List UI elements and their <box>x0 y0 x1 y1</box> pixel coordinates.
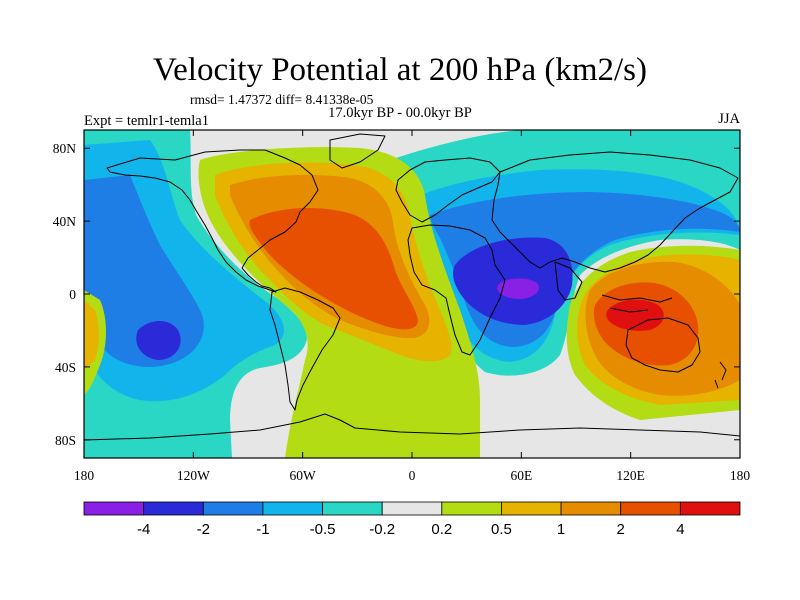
x-tick-label: 120W <box>177 468 210 483</box>
y-tick-label: 80N <box>53 141 77 156</box>
coastlines <box>84 133 740 441</box>
x-tick-label: 60W <box>290 468 317 483</box>
period-label: 17.0kyr BP - 00.0kyr BP <box>328 105 472 121</box>
contour-band-0.5 <box>84 300 99 370</box>
x-tick-label: 0 <box>409 468 416 483</box>
colorbar-swatch <box>620 501 681 516</box>
x-tick-label: 120E <box>616 468 645 483</box>
y-tick-label: 0 <box>69 287 76 302</box>
contour-band--2 <box>136 321 181 360</box>
colorbar-swatch <box>143 501 204 516</box>
colorbar-label: -2 <box>197 521 210 538</box>
contour-band--4 <box>497 278 540 299</box>
coastline-indonesia <box>601 294 673 313</box>
rmsd-diff-stats: rmsd= 1.47372 diff= 8.41338e-05 <box>190 92 374 107</box>
figure-title: Velocity Potential at 200 hPa (km2/s) <box>152 52 648 88</box>
coastline-india <box>554 261 583 301</box>
coastline-europe <box>395 157 501 223</box>
colorbar-swatch <box>441 501 502 516</box>
colorbar-swatch <box>202 501 264 516</box>
coastline-new-zealand <box>714 361 727 389</box>
coastline-south-america <box>269 287 341 411</box>
colorbar-swatch <box>679 501 741 516</box>
y-tick-label: 80S <box>55 433 76 448</box>
y-tick-label: 40S <box>55 360 76 375</box>
colorbar-label: 0.5 <box>491 521 512 538</box>
colorbar-swatch <box>381 501 443 516</box>
colorbar-label: -0.5 <box>310 521 336 538</box>
colorbar: -4 -2 -1 -0.5 -0.2 0.2 0.5 1 2 4 <box>83 501 741 538</box>
colorbar-label: -1 <box>256 521 269 538</box>
colorbar-swatch <box>501 501 562 516</box>
coastline-africa <box>407 224 506 356</box>
contour-band-2 <box>249 208 418 330</box>
colorbar-swatch <box>560 501 622 516</box>
x-tick-label: 60E <box>510 468 532 483</box>
axis-labels: 180 120W 60W 0 60E 120E 180 80N 40N 0 40S 80S <box>53 141 751 483</box>
y-tick-label: 40N <box>53 214 77 229</box>
colorbar-label: -4 <box>137 521 150 538</box>
axis-ticks <box>83 130 741 458</box>
colorbar-label: 2 <box>617 521 625 538</box>
coastline-asia <box>491 151 739 273</box>
contour-band-4 <box>606 299 664 331</box>
contour-band--1 <box>84 175 204 367</box>
contour-field <box>84 130 740 458</box>
experiment-label: Expt = temlr1-temla1 <box>84 113 209 129</box>
coastline-antarctica <box>84 413 740 441</box>
season-label: JJA <box>718 111 740 127</box>
coastline-australia <box>625 317 701 373</box>
colorbar-label: 1 <box>557 521 565 538</box>
colorbar-swatch <box>262 501 323 516</box>
colorbar-label: 4 <box>676 521 684 538</box>
colorbar-label: -0.2 <box>369 521 395 538</box>
positive-contours <box>84 147 740 458</box>
colorbar-label: 0.2 <box>431 521 452 538</box>
coastline-greenland <box>329 133 386 169</box>
colorbar-swatch <box>322 501 383 516</box>
x-tick-label: 180 <box>74 468 95 483</box>
x-tick-label: 180 <box>730 468 751 483</box>
coastline-north-america <box>106 149 319 293</box>
colorbar-swatch <box>83 501 145 516</box>
